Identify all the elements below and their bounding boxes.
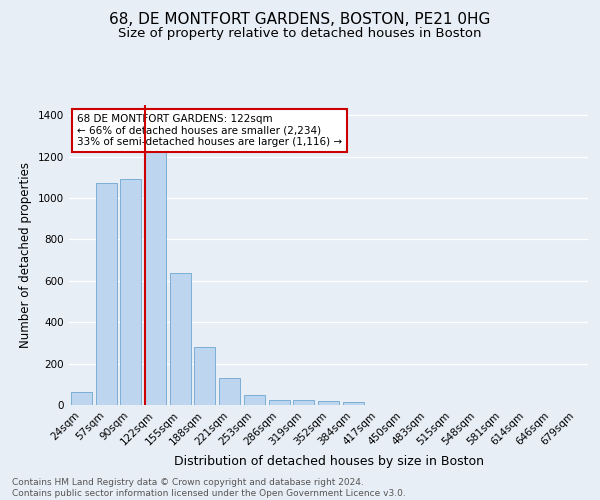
Bar <box>343 402 364 405</box>
Bar <box>219 378 240 405</box>
Bar <box>194 347 215 405</box>
Text: 68 DE MONTFORT GARDENS: 122sqm
← 66% of detached houses are smaller (2,234)
33% : 68 DE MONTFORT GARDENS: 122sqm ← 66% of … <box>77 114 342 147</box>
Bar <box>244 396 265 405</box>
Text: Size of property relative to detached houses in Boston: Size of property relative to detached ho… <box>118 28 482 40</box>
Text: Contains HM Land Registry data © Crown copyright and database right 2024.
Contai: Contains HM Land Registry data © Crown c… <box>12 478 406 498</box>
Bar <box>71 392 92 405</box>
Bar <box>145 134 166 405</box>
Bar <box>95 182 116 405</box>
Text: 68, DE MONTFORT GARDENS, BOSTON, PE21 0HG: 68, DE MONTFORT GARDENS, BOSTON, PE21 0H… <box>109 12 491 28</box>
X-axis label: Distribution of detached houses by size in Boston: Distribution of detached houses by size … <box>173 455 484 468</box>
Bar <box>318 402 339 405</box>
Bar <box>120 180 141 405</box>
Y-axis label: Number of detached properties: Number of detached properties <box>19 162 32 348</box>
Bar <box>170 272 191 405</box>
Bar <box>293 400 314 405</box>
Bar <box>269 400 290 405</box>
